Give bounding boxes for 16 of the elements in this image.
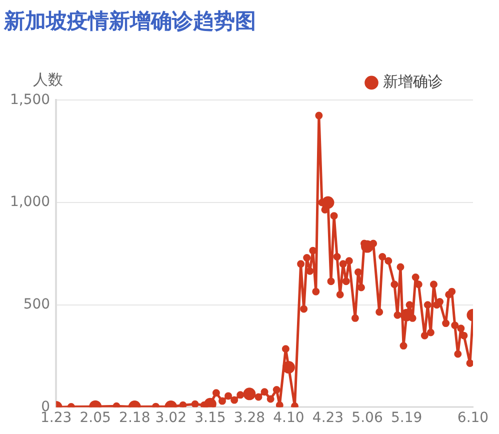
x-tick-label: 3.02 bbox=[155, 410, 186, 426]
legend-label: 新增确诊 bbox=[383, 72, 443, 91]
y-axis-title: 人数 bbox=[33, 70, 64, 89]
x-tick-label: 2.05 bbox=[80, 410, 111, 426]
x-tick-label: 3.15 bbox=[194, 410, 226, 426]
x-tick-label: 4.23 bbox=[312, 410, 344, 426]
y-tick-label: 500 bbox=[23, 296, 50, 313]
x-tick-label: 6.10 bbox=[457, 410, 489, 426]
x-tick-label: 5.19 bbox=[390, 410, 422, 426]
x-tick-label: 4.10 bbox=[273, 410, 304, 426]
x-tick-label: 5.06 bbox=[352, 410, 383, 426]
y-tick-label: 1,500 bbox=[10, 92, 50, 108]
y-tick-label: 1,000 bbox=[10, 194, 50, 210]
x-tick-label: 2.18 bbox=[119, 410, 150, 426]
x-tick-label: 3.28 bbox=[234, 410, 266, 426]
chart-title: 新加坡疫情新增确诊趋势图 bbox=[3, 9, 256, 34]
